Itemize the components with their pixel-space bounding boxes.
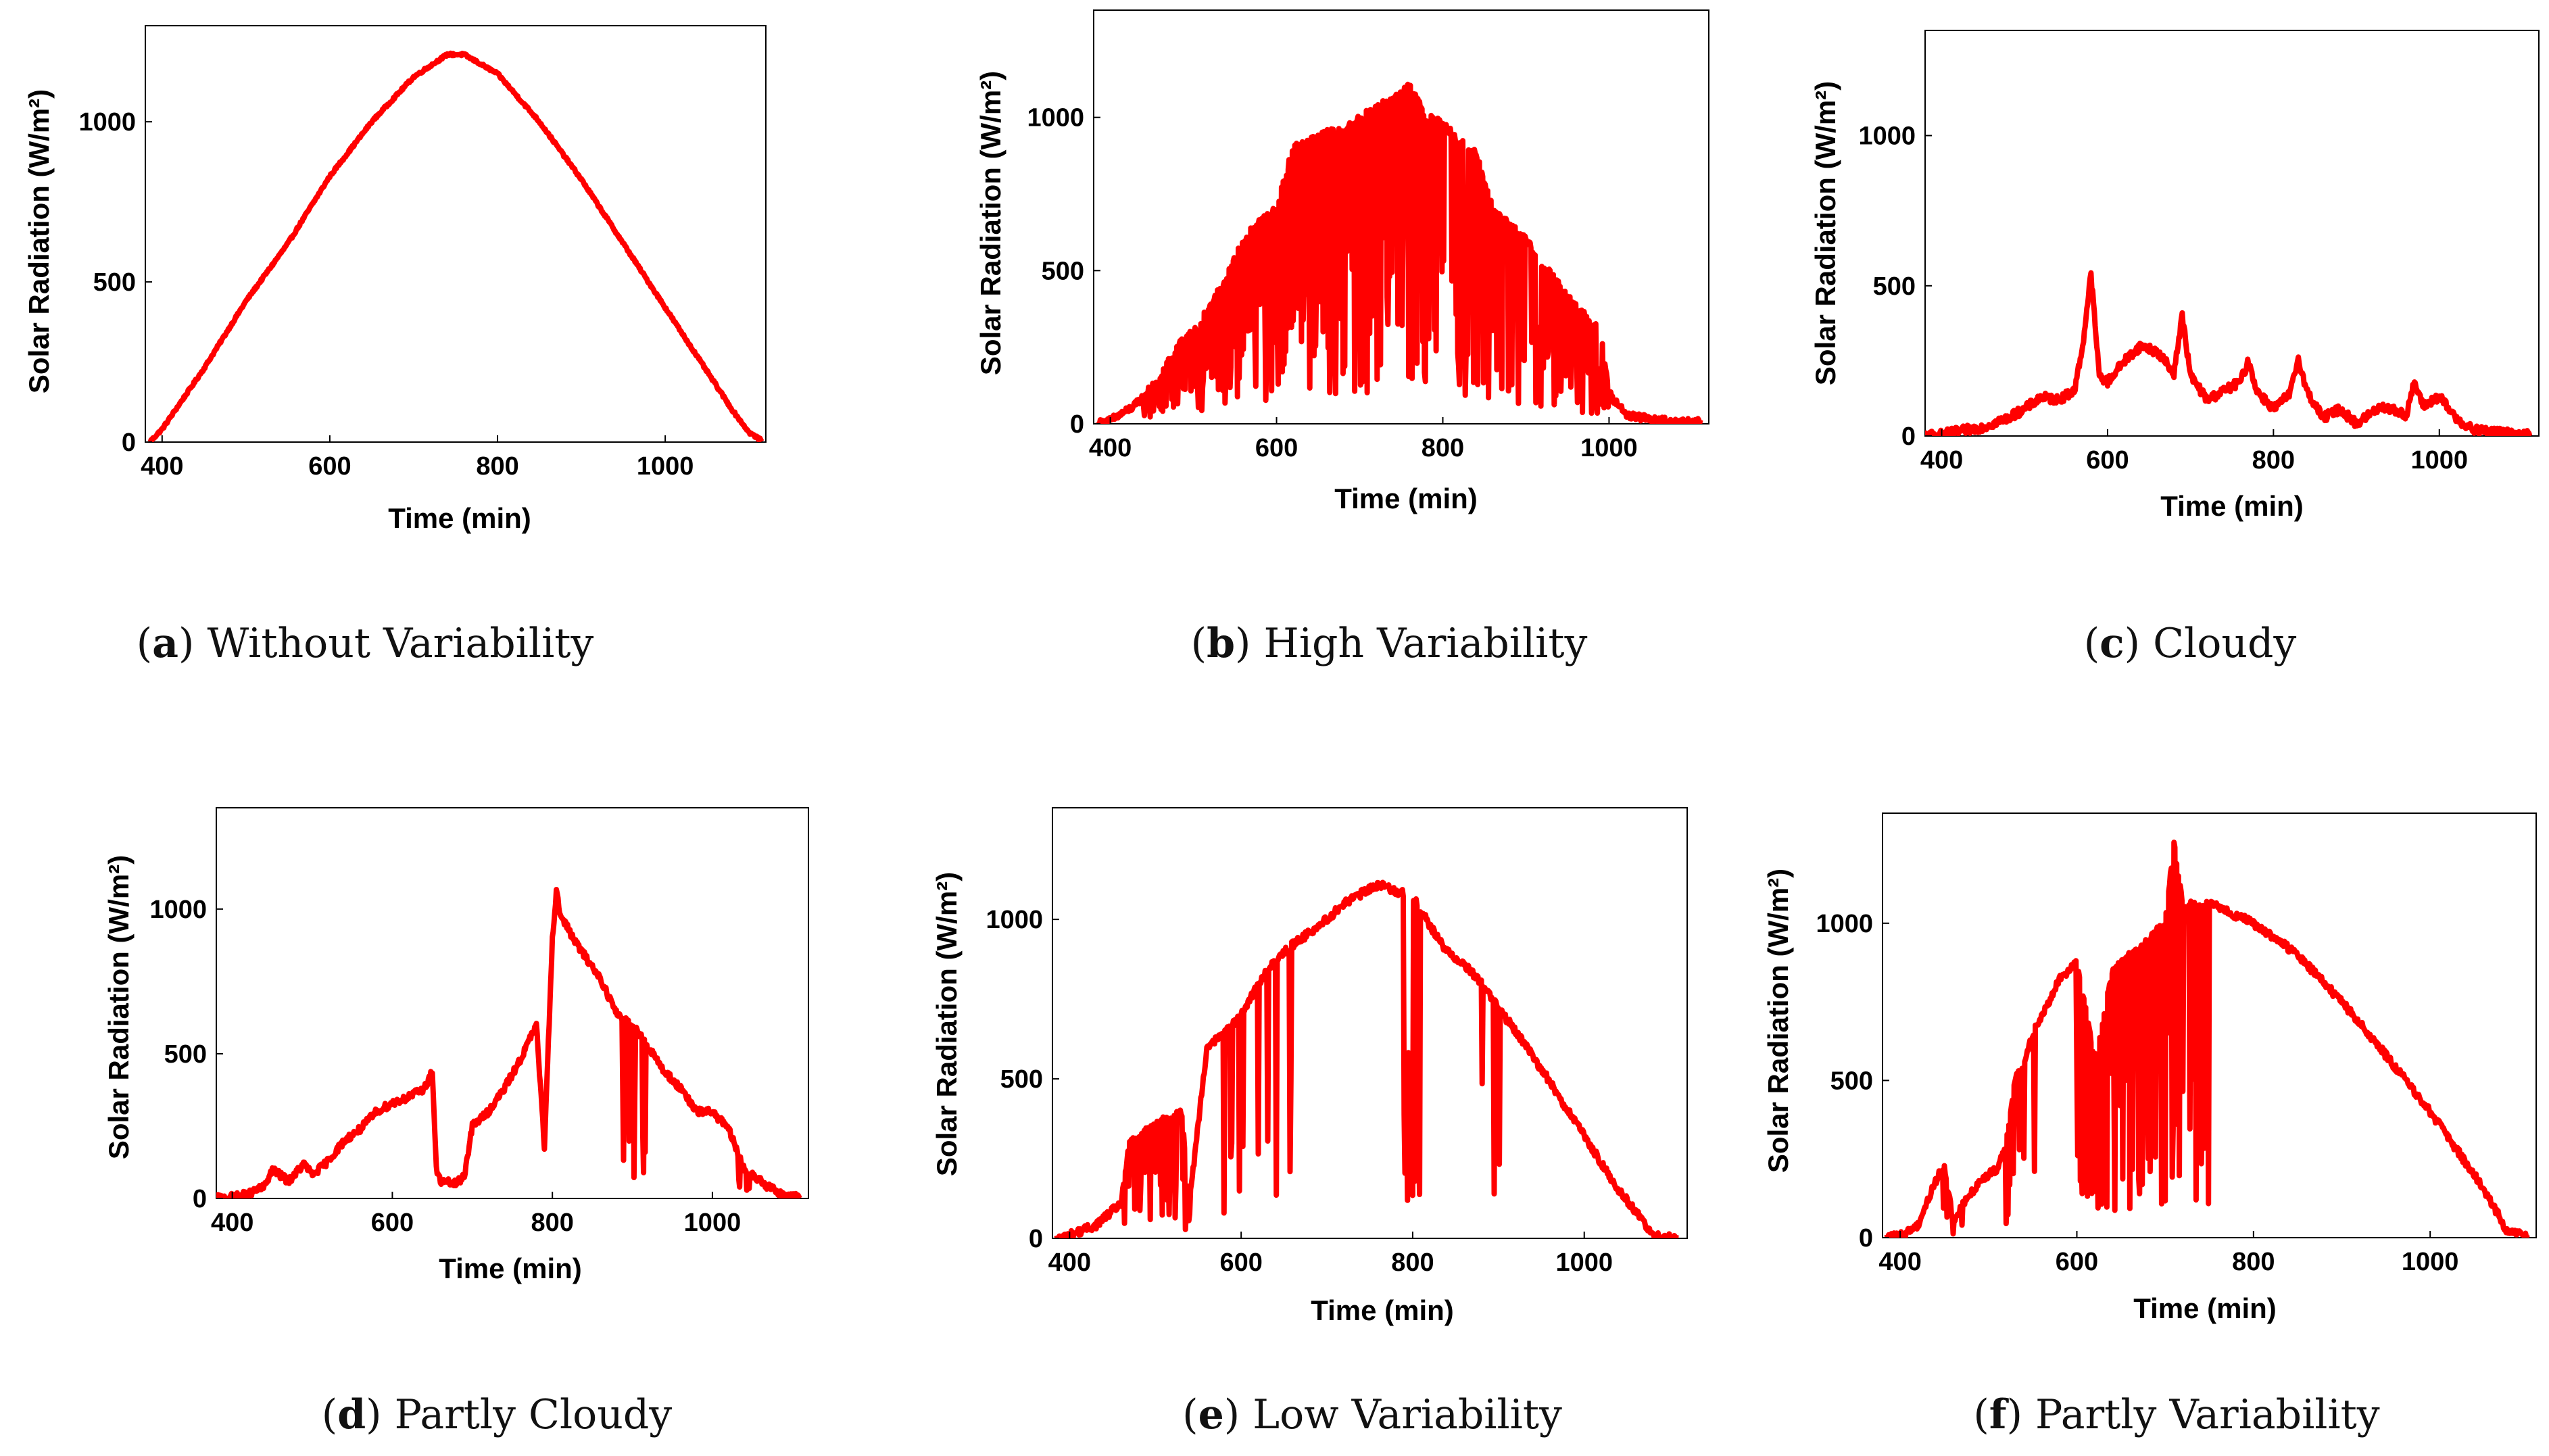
series-line-d: [216, 887, 802, 1198]
caption-d: (d) Partly Cloudy: [322, 1391, 673, 1438]
x-tick-label: 600: [2056, 1248, 2098, 1276]
y-tick-label: 500: [1042, 257, 1084, 285]
ylabel-f: Solar Radiation (W/m²): [1762, 869, 1794, 1173]
x-tick-label: 1000: [1555, 1248, 1613, 1277]
xlabel-a: Time (min): [388, 502, 531, 534]
xlabel-b: Time (min): [1334, 483, 1478, 514]
caption-a: (a) Without Variability: [137, 620, 594, 667]
y-tick-label: 1000: [1816, 910, 1873, 938]
panel-e: Solar Radiation (W/m²) Time (min) (e) Lo…: [931, 807, 1688, 1438]
y-tick-label: 1000: [986, 906, 1043, 934]
x-tick-label: 600: [2086, 446, 2129, 475]
y-tick-label: 500: [93, 268, 136, 297]
x-tick-label: 1000: [2402, 1248, 2459, 1276]
caption-e: (e) Low Variability: [1182, 1391, 1562, 1438]
x-tick-label: 400: [1920, 446, 1963, 475]
x-tick-label: 400: [1878, 1248, 1921, 1276]
caption-b: (b) High Variability: [1191, 620, 1588, 667]
x-tick-label: 400: [211, 1209, 253, 1237]
plot-frame: [1924, 30, 2540, 437]
panel-b: Solar Radiation (W/m²) Time (min) (b) Hi…: [975, 9, 1709, 667]
x-tick-label: 1000: [637, 452, 694, 481]
x-tick-label: 400: [1089, 434, 1132, 462]
x-tick-label: 400: [141, 452, 183, 481]
ylabel-e: Solar Radiation (W/m²): [931, 872, 963, 1176]
xlabel-f: Time (min): [2133, 1292, 2277, 1324]
x-tick-label: 1000: [2410, 446, 2468, 475]
y-tick-label: 0: [122, 429, 136, 457]
ylabel-d: Solar Radiation (W/m²): [103, 855, 135, 1159]
x-tick-label: 800: [2232, 1248, 2275, 1276]
xlabel-e: Time (min): [1311, 1294, 1454, 1326]
caption-f: (f) Partly Variability: [1973, 1391, 2379, 1438]
y-tick-label: 1000: [149, 896, 207, 924]
x-tick-label: 1000: [1580, 434, 1638, 462]
x-tick-label: 800: [1391, 1248, 1434, 1277]
y-tick-label: 500: [1873, 272, 1916, 301]
y-tick-label: 500: [164, 1040, 207, 1069]
y-tick-label: 0: [1859, 1224, 1873, 1253]
y-tick-label: 0: [1901, 422, 1916, 451]
y-tick-label: 500: [1830, 1067, 1873, 1095]
panel-c: Solar Radiation (W/m²) Time (min) (c) Cl…: [1810, 30, 2540, 667]
panel-a: Solar Radiation (W/m²) Time (min) (a) Wi…: [23, 25, 767, 667]
x-tick-label: 600: [1219, 1248, 1262, 1277]
x-tick-label: 600: [371, 1209, 414, 1237]
y-tick-label: 1000: [1027, 104, 1084, 132]
caption-c: (c) Cloudy: [2084, 620, 2297, 667]
y-tick-label: 0: [1029, 1225, 1043, 1253]
x-tick-label: 800: [1422, 434, 1464, 462]
x-tick-label: 800: [531, 1209, 573, 1237]
plot-frame: [145, 25, 767, 443]
panel-f: Solar Radiation (W/m²) Time (min) (f) Pa…: [1762, 812, 2537, 1438]
x-tick-label: 1000: [684, 1209, 742, 1237]
y-tick-label: 1000: [1858, 122, 1916, 151]
x-tick-label: 800: [2252, 446, 2295, 475]
xlabel-c: Time (min): [2160, 490, 2304, 522]
x-tick-label: 600: [308, 452, 351, 481]
x-tick-label: 800: [476, 452, 518, 481]
y-tick-label: 0: [193, 1185, 207, 1213]
series-line-b: [1095, 81, 1703, 424]
plot-frame: [216, 807, 809, 1199]
x-tick-label: 400: [1048, 1248, 1091, 1277]
series-line-e: [1054, 879, 1680, 1238]
y-tick-label: 1000: [78, 108, 136, 137]
series-line-a: [147, 50, 764, 442]
series-line-c: [1925, 270, 2533, 436]
y-tick-label: 500: [1000, 1065, 1043, 1094]
ylabel-b: Solar Radiation (W/m²): [975, 71, 1006, 375]
series-line-f: [1884, 840, 2530, 1238]
y-tick-label: 0: [1070, 410, 1084, 439]
xlabel-d: Time (min): [439, 1253, 582, 1284]
ylabel-c: Solar Radiation (W/m²): [1810, 81, 1841, 385]
panel-d: Solar Radiation (W/m²) Time (min) (d) Pa…: [103, 807, 809, 1438]
ylabel-a: Solar Radiation (W/m²): [23, 89, 55, 393]
x-tick-label: 600: [1255, 434, 1298, 462]
